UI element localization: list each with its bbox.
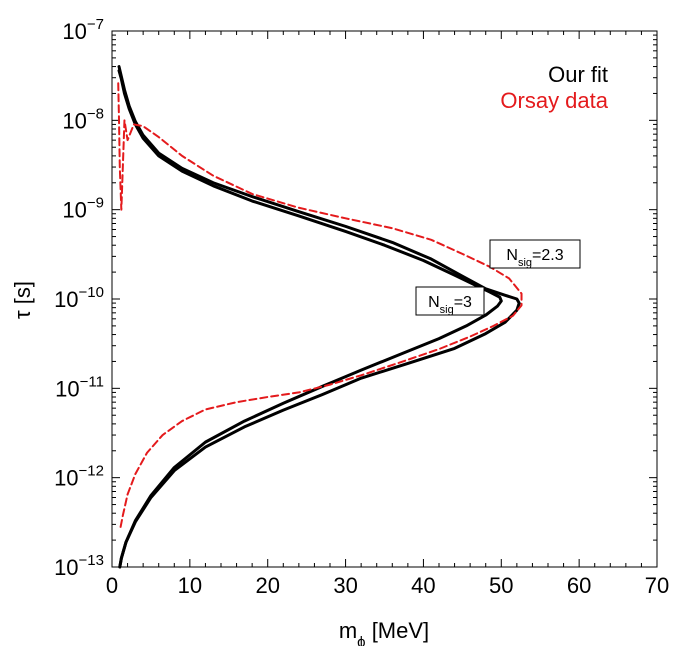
annotation-box [415, 286, 485, 316]
annotation-sub: sig [518, 257, 532, 269]
series-line-orsay-data [117, 82, 523, 531]
x-axis-title-main: m [339, 618, 357, 643]
ticks: 0 10 20 30 40 50 60 7010−1310−1210−1110−1010−91… [54, 16, 669, 598]
y-tick-exponent: −8 [87, 105, 104, 122]
y-tick-base: 10 [54, 555, 78, 580]
annotation-base: N [428, 294, 440, 311]
x-tick-label: 10 [178, 573, 202, 598]
x-tick-label: 0 [106, 573, 118, 598]
y-tick-label: 10−12 [54, 463, 104, 491]
y-tick-label: 10−11 [55, 373, 104, 401]
y-tick-exponent: −12 [79, 463, 104, 480]
x-tick-label: 40 [411, 573, 435, 598]
y-tick-base: 10 [54, 287, 78, 312]
legend-orsay-data: Orsay data [500, 88, 608, 113]
y-tick-exponent: −10 [79, 284, 104, 301]
annotation-rest: =2.3 [532, 247, 564, 264]
annotation-sub: sig [440, 304, 454, 316]
legend-our-fit: Our fit [548, 62, 608, 87]
y-tick-base: 10 [54, 466, 78, 491]
y-tick-exponent: −11 [80, 373, 104, 390]
y-tick-exponent: −9 [87, 195, 104, 212]
x-axis-title-unit: [MeV] [366, 618, 430, 643]
y-tick-label: 10−7 [62, 16, 104, 44]
x-tick-label: 20 [255, 573, 279, 598]
annotation-text: Nsig=2.3 [506, 247, 563, 269]
y-tick-label: 10−9 [62, 195, 104, 223]
annotation-text: Nsig=3 [428, 294, 472, 316]
annotation-base: N [506, 247, 518, 264]
x-tick-label: 50 [489, 573, 513, 598]
annotation-box [489, 239, 581, 269]
annotation-nsig-3: Nsig=3 [415, 286, 485, 316]
y-axis-title: τ [s] [10, 281, 35, 319]
annotation-nsig-2-3: Nsig=2.3 [489, 239, 581, 269]
y-tick-base: 10 [62, 198, 86, 223]
annotation-rest: =3 [454, 294, 472, 311]
series-group [117, 65, 523, 569]
x-tick-label: 60 [567, 573, 591, 598]
series-line-our-fit-0 [117, 65, 521, 569]
y-tick-label: 10−8 [62, 105, 104, 133]
y-tick-exponent: −13 [79, 552, 104, 569]
y-tick-exponent: −7 [87, 16, 104, 33]
y-tick-label: 10−10 [54, 284, 104, 312]
x-tick-label: 30 [333, 573, 357, 598]
y-tick-base: 10 [55, 376, 79, 401]
y-tick-label: 10−13 [54, 552, 104, 580]
x-tick-label: 70 [645, 573, 669, 598]
y-tick-base: 10 [62, 108, 86, 133]
x-axis-title: mϕ [MeV] [339, 618, 429, 646]
series-line-our-fit-1 [117, 69, 503, 569]
y-tick-base: 10 [62, 19, 86, 44]
x-axis-title-sub: ϕ [357, 634, 365, 646]
